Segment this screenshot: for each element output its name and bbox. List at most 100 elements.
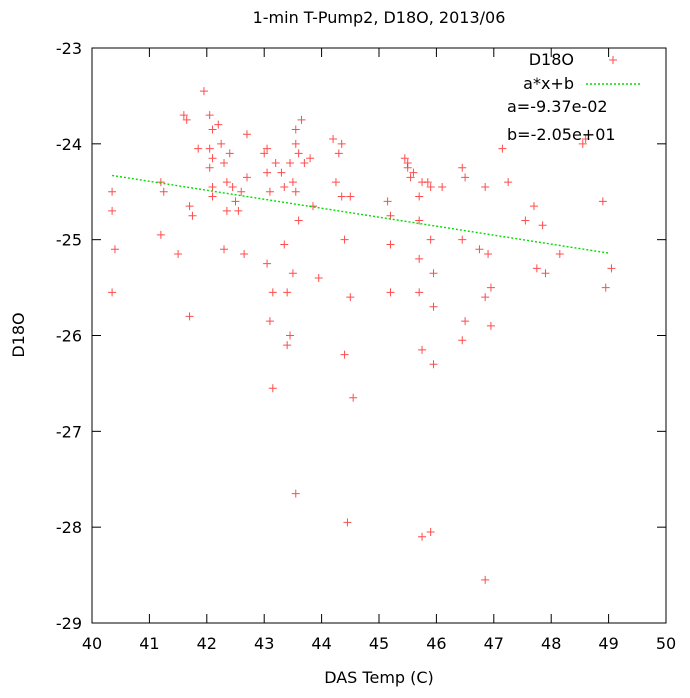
legend-marker-plus [609,56,617,64]
data-point [225,149,234,158]
data-point [263,144,272,153]
data-point [185,312,194,321]
data-point [228,182,237,191]
data-point [461,317,470,326]
y-tick-label: -23 [56,39,82,58]
data-point [423,178,432,187]
data-point [260,149,269,158]
data-point [438,182,447,191]
data-point [291,187,300,196]
data-point [426,235,435,244]
data-point [429,360,438,369]
data-point [159,187,168,196]
data-point [280,240,289,249]
data-point [346,293,355,302]
data-point [343,518,352,527]
data-point [538,221,547,230]
data-point [108,206,117,215]
data-point [486,283,495,292]
x-tick-label: 45 [369,634,389,653]
data-point [194,144,203,153]
data-point [331,178,340,187]
data-point [532,264,541,273]
data-point [263,168,272,177]
data-point [208,154,217,163]
data-point [418,345,427,354]
data-point [291,139,300,148]
axes-layer: 40 41 42 43 44 45 46 47 48 49 50 -29 -28 -27 -26 -25 -24… [56,39,676,653]
data-point [271,159,280,167]
data-point [217,139,226,148]
x-tick-label: 43 [254,634,274,653]
data-point [486,321,495,330]
y-tick-label: -25 [56,231,82,250]
x-tick-label: 49 [598,634,618,653]
data-point [214,120,223,129]
data-point [578,139,587,148]
data-point [601,283,610,292]
data-point [288,269,297,278]
y-tick-label: -29 [56,614,82,633]
data-point [426,182,435,191]
chart-title: 1-min T-Pump2, D18O, 2013/06 [253,8,506,27]
data-point [458,163,467,172]
data-point [481,182,490,191]
x-tick-label: 50 [656,634,676,653]
data-point [598,197,607,206]
data-point [400,154,409,163]
data-point [156,178,165,187]
data-points [108,87,616,584]
data-point [208,182,217,191]
data-point [208,192,217,201]
annotation-b: b=-2.05e+01 [507,125,616,144]
data-point [205,163,214,172]
data-point [174,250,183,259]
data-point [291,125,300,134]
data-point [429,302,438,311]
data-point [337,192,346,201]
data-point [403,163,412,172]
data-point [504,178,513,187]
data-point [108,288,117,297]
data-point [108,187,117,196]
data-point [240,250,249,259]
data-point [406,173,415,182]
data-point [386,288,395,297]
data-point [415,216,424,225]
data-point [337,139,346,148]
data-point [306,154,315,163]
data-point [418,532,427,541]
data-point [429,269,438,278]
y-axis-label: D18O [9,312,28,357]
data-point [415,288,424,297]
data-point [349,393,358,402]
data-point [222,206,231,215]
data-point [415,192,424,201]
data-point [286,331,295,340]
x-tick-label: 46 [426,634,446,653]
data-point [291,489,300,498]
y-tick-label: -27 [56,422,82,441]
data-point [231,197,240,206]
data-point [346,192,355,201]
data-point [314,274,323,282]
data-point [297,115,306,124]
data-point [286,159,295,167]
y-tick-label: -28 [56,518,82,537]
data-point [409,168,418,177]
data-point [458,336,467,345]
legend-label-fit: a*x+b [523,74,574,93]
data-point [581,135,590,144]
data-point [205,144,214,153]
data-point [481,575,490,584]
data-point [220,245,229,254]
annotation-a: a=-9.37e-02 [507,97,608,116]
legend: D18O a*x+b a=-9.37e-02 b=-2.05e+01 [507,50,640,144]
data-point [188,211,197,220]
x-tick-label: 44 [311,634,331,653]
data-point [383,197,392,206]
data-point [541,269,550,278]
data-point [481,293,490,302]
